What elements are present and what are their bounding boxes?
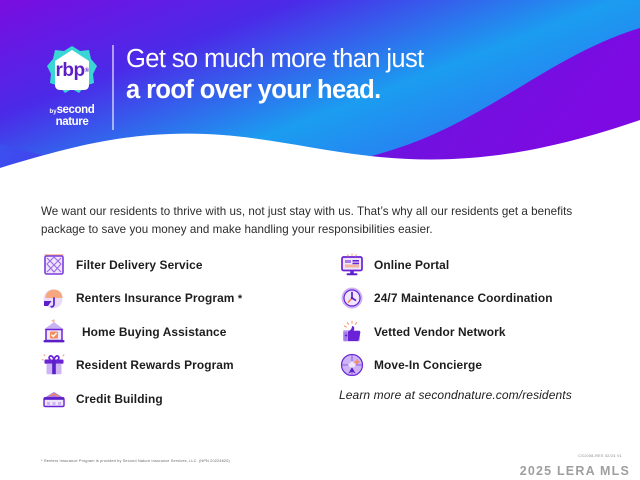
wordmark-second: second <box>56 104 95 116</box>
header-banner: rbp ® bysecond nature Get so much more th… <box>0 0 640 186</box>
wordmark-nature: nature <box>55 116 89 129</box>
benefit-maintenance-coordination: 24/7 Maintenance Coordination <box>339 282 639 316</box>
benefit-label: Home Buying Assistance <box>82 324 227 339</box>
benefit-label: Vetted Vendor Network <box>374 324 506 339</box>
headline-line-2: a roof over your head. <box>126 76 381 105</box>
benefit-label: Move-In Concierge <box>374 358 483 373</box>
rbp-badge-label: rbp ® <box>45 44 99 98</box>
clock-icon <box>339 285 365 311</box>
gift-icon <box>41 352 67 378</box>
violet-wave <box>0 28 640 186</box>
benefits-column-left: Filter Delivery Service Renters Insuranc… <box>41 248 341 416</box>
benefit-label: Resident Rewards Program <box>76 358 234 373</box>
benefit-label: Online Portal <box>374 257 450 272</box>
benefit-move-in-concierge: Move-In Concierge <box>339 349 639 383</box>
watermark: 2025 LERA MLS <box>519 464 630 478</box>
thumbs-up-icon <box>339 319 365 345</box>
benefit-filter-delivery-service: Filter Delivery Service <box>41 248 341 282</box>
brand-lockup: rbp ® bysecond nature <box>36 44 108 130</box>
rbp-text: rbp <box>55 60 85 81</box>
rbp-trademark: ® <box>84 68 89 74</box>
document-code: CS1008-RES 02/24 V1 <box>578 453 622 458</box>
intro-paragraph: We want our residents to thrive with us,… <box>41 205 573 236</box>
rbp-badge-icon: rbp ® <box>45 44 99 98</box>
benefit-home-buying-assistance: Home Buying Assistance <box>41 315 341 349</box>
benefit-label: Credit Building <box>76 391 163 406</box>
benefit-credit-building: Credit Building <box>41 382 341 416</box>
monitor-icon <box>339 252 365 278</box>
benefit-label: Renters Insurance Program * <box>76 291 243 306</box>
header-wave-graphic <box>0 0 640 186</box>
legal-fineprint: * Renters Insurance Program is provided … <box>41 458 230 463</box>
headline: Get so much more than just a roof over y… <box>126 44 424 106</box>
benefit-resident-rewards-program: Resident Rewards Program <box>41 349 341 383</box>
benefit-renters-insurance-program: Renters Insurance Program * <box>41 282 341 316</box>
house-icon <box>41 319 67 345</box>
benefit-label: 24/7 Maintenance Coordination <box>374 291 553 306</box>
compass-icon <box>339 352 365 378</box>
headline-line-1: Get so much more than just <box>126 45 424 73</box>
filter-icon <box>41 252 67 278</box>
wordmark-by: by <box>49 109 57 115</box>
learn-more-link[interactable]: Learn more at secondnature.com/residents <box>339 388 572 402</box>
white-wave <box>0 120 640 186</box>
benefit-vetted-vendor-network: Vetted Vendor Network <box>339 315 639 349</box>
benefits-column-right: Online Portal 24/7 Maintenance Coordinat… <box>339 248 639 382</box>
umbrella-icon <box>41 285 67 311</box>
benefit-label: Filter Delivery Service <box>76 257 203 272</box>
second-nature-wordmark: bysecond nature <box>50 101 95 129</box>
benefit-online-portal: Online Portal <box>339 248 639 282</box>
wallet-icon <box>41 386 67 412</box>
header-divider <box>112 45 114 130</box>
badge-plate <box>55 50 89 90</box>
asterisk-marker: * <box>237 293 243 306</box>
